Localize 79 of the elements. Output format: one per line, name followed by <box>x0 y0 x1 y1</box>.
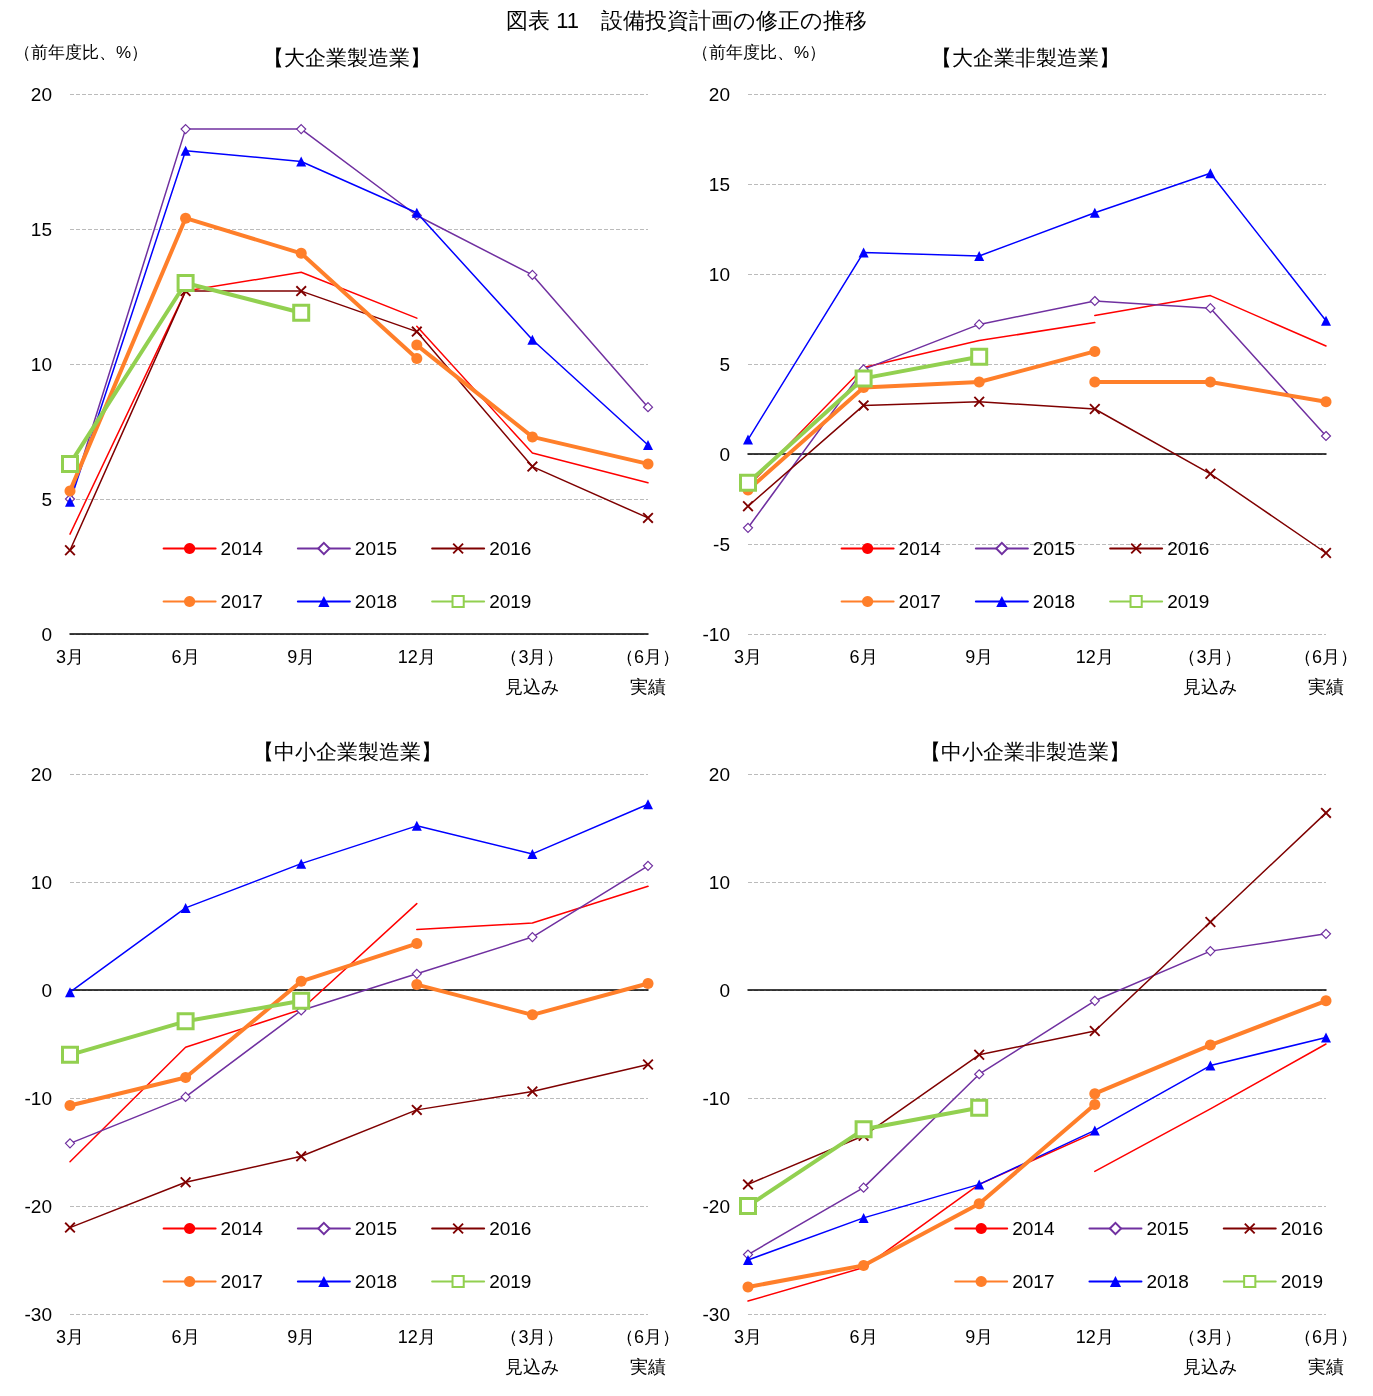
legend-label: 2015 <box>1032 538 1076 559</box>
y-tick-label: -30 <box>702 1303 730 1325</box>
legend-label: 2016 <box>1167 538 1210 559</box>
legend-label: 2019 <box>489 1271 532 1292</box>
y-tick-label: -20 <box>24 1195 52 1217</box>
y-tick-label: 20 <box>30 83 52 105</box>
legend-label: 2016 <box>489 1218 532 1239</box>
y-tick-label: 5 <box>719 353 730 375</box>
legend-label: 2016 <box>1280 1218 1324 1239</box>
y-tick-label: 10 <box>30 353 52 375</box>
y-tick-label: 5 <box>41 488 52 510</box>
x-tick-label: （3月）見込み <box>1178 647 1243 697</box>
x-tick-label: （3月）見込み <box>500 1327 565 1377</box>
y-tick-label: 0 <box>719 443 730 465</box>
x-tick-label: 9月 <box>287 1327 316 1347</box>
legend-label: 2015 <box>1146 1218 1189 1239</box>
y-tick-label: -10 <box>24 1087 52 1109</box>
x-tick-label: 12月 <box>1075 647 1114 667</box>
y-tick-label: 0 <box>719 979 730 1001</box>
x-tick-label: 12月 <box>397 1327 436 1347</box>
y-tick-label: -10 <box>702 1087 730 1109</box>
legend-label: 2018 <box>354 1271 398 1292</box>
legend-label: 2017 <box>1012 1271 1055 1292</box>
legend-label: 2017 <box>220 1271 263 1292</box>
legend-label: 2019 <box>1280 1271 1324 1292</box>
legend-label: 2014 <box>1012 1218 1055 1239</box>
y-axis-title: （前年度比、%） <box>14 43 149 62</box>
y-tick-label: -10 <box>702 623 730 645</box>
chart-title: 【中小企業非製造業】 <box>920 740 1130 763</box>
legend-label: 2017 <box>220 591 263 612</box>
legend-label: 2019 <box>489 591 532 612</box>
x-tick-label: 6月 <box>171 1327 200 1347</box>
legend-label: 2016 <box>489 538 532 559</box>
y-tick-label: 15 <box>30 218 52 240</box>
x-tick-label: 9月 <box>287 647 316 667</box>
y-tick-label: -30 <box>24 1303 52 1325</box>
y-tick-label: 20 <box>30 763 52 785</box>
y-tick-label: -5 <box>713 533 730 555</box>
legend-label: 2019 <box>1167 591 1210 612</box>
y-axis-title: （前年度比、%） <box>692 43 827 62</box>
legend-label: 2014 <box>220 538 264 559</box>
y-tick-label: 0 <box>41 623 52 645</box>
x-tick-label: 3月 <box>733 1327 763 1347</box>
y-tick-label: 15 <box>708 173 730 195</box>
x-tick-label: 3月 <box>733 647 763 667</box>
y-tick-label: -20 <box>702 1195 730 1217</box>
x-tick-label: 6月 <box>171 647 200 667</box>
legend-label: 2014 <box>898 538 942 559</box>
x-tick-label: 9月 <box>965 647 994 667</box>
x-tick-label: 12月 <box>397 647 436 667</box>
chart-title: 【大企業製造業】 <box>263 46 431 69</box>
x-tick-label: 9月 <box>965 1327 994 1347</box>
y-tick-label: 20 <box>708 763 730 785</box>
x-tick-label: （6月）実績 <box>615 1327 681 1377</box>
y-tick-label: 20 <box>708 83 730 105</box>
y-tick-label: 10 <box>30 871 52 893</box>
y-tick-label: 10 <box>708 263 730 285</box>
legend-label: 2018 <box>1032 591 1076 612</box>
x-tick-label: 6月 <box>849 647 878 667</box>
x-tick-label: （3月）見込み <box>1178 1327 1243 1377</box>
legend-label: 2015 <box>354 538 398 559</box>
legend-label: 2015 <box>354 1218 398 1239</box>
x-tick-label: 12月 <box>1075 1327 1114 1347</box>
chart-title: 【中小企業製造業】 <box>252 740 442 763</box>
x-tick-label: （6月）実績 <box>1293 1327 1359 1377</box>
text: 図表 11 設備投資計画の修正の推移 <box>506 8 867 33</box>
legend-label: 2017 <box>898 591 941 612</box>
x-tick-label: （6月）実績 <box>1293 647 1359 697</box>
x-tick-label: （6月）実績 <box>615 647 681 697</box>
x-tick-label: 3月 <box>55 1327 85 1347</box>
legend-label: 2014 <box>220 1218 264 1239</box>
x-tick-label: 6月 <box>849 1327 878 1347</box>
y-tick-label: 10 <box>708 871 730 893</box>
y-tick-label: 0 <box>41 979 52 1001</box>
x-tick-label: （3月）見込み <box>500 647 565 697</box>
chart-title: 【大企業非製造業】 <box>930 46 1120 69</box>
x-tick-label: 3月 <box>55 647 85 667</box>
legend-label: 2018 <box>1146 1271 1189 1292</box>
legend-label: 2018 <box>354 591 398 612</box>
